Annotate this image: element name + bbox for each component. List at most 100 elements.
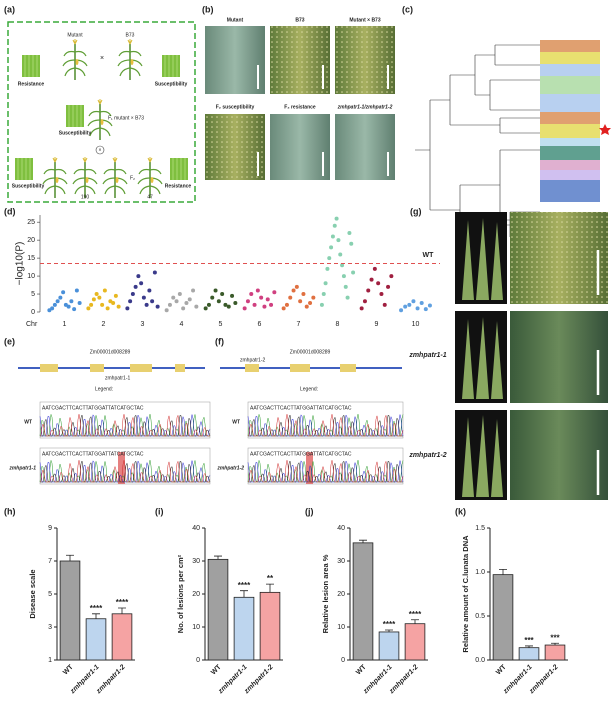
x-tick-label: 8 bbox=[336, 321, 340, 328]
y-tick-label: 10 bbox=[27, 273, 35, 280]
sequence: AATCGACTTCACTTATGGATTATCATGCTAC bbox=[42, 405, 144, 411]
snp-point bbox=[334, 216, 339, 221]
snp-point bbox=[133, 284, 138, 289]
panel-label: (a) bbox=[4, 4, 15, 14]
error-bar bbox=[411, 619, 419, 624]
snp-point bbox=[150, 299, 155, 304]
x-tick-label: WT bbox=[210, 663, 223, 676]
snp-point bbox=[288, 295, 293, 300]
snp-point bbox=[139, 281, 144, 286]
svg-text:×: × bbox=[99, 147, 102, 153]
y-tick-label: 1.5 bbox=[475, 525, 485, 532]
snp-point bbox=[74, 288, 79, 293]
snp-point bbox=[340, 263, 345, 268]
y-tick-label: 20 bbox=[337, 591, 345, 598]
panel-label: (g) bbox=[410, 206, 422, 216]
x-tick-label: 9 bbox=[375, 321, 379, 328]
snp-point bbox=[102, 288, 107, 293]
snp-point bbox=[184, 301, 189, 306]
snp-point bbox=[407, 302, 412, 307]
snp-point bbox=[55, 299, 60, 304]
snp-point bbox=[359, 306, 364, 311]
snp-point bbox=[245, 299, 250, 304]
y-tick-label: 5 bbox=[48, 591, 52, 598]
label: Susceptibility bbox=[59, 130, 92, 136]
panel-label: (c) bbox=[402, 4, 413, 14]
snp-point bbox=[272, 290, 277, 295]
gene-id: Zm00001d008289 bbox=[290, 349, 331, 355]
y-axis-label: −log10(P) bbox=[15, 242, 26, 286]
snp-point bbox=[362, 299, 367, 304]
trace bbox=[39, 414, 211, 437]
snp-point bbox=[366, 288, 371, 293]
snp-point bbox=[389, 274, 394, 279]
count: 47 bbox=[147, 194, 153, 200]
allele: zmhpatr1-2 bbox=[240, 357, 266, 363]
y-tick-label: 1.0 bbox=[475, 569, 485, 576]
snp-point bbox=[311, 295, 316, 300]
snp-point bbox=[213, 288, 218, 293]
allele: zmhpatr1-1 bbox=[105, 375, 131, 381]
trace bbox=[247, 414, 404, 437]
snp-point bbox=[61, 290, 66, 295]
y-tick-label: 0 bbox=[196, 657, 200, 664]
y-tick-label: 0 bbox=[31, 309, 35, 316]
error-bar bbox=[499, 568, 507, 575]
trace bbox=[247, 460, 404, 483]
panel-label: (k) bbox=[455, 506, 466, 516]
snp-point bbox=[372, 266, 377, 271]
error-bar bbox=[525, 645, 533, 648]
significance: ** bbox=[267, 574, 274, 583]
snp-point bbox=[301, 292, 306, 297]
snp-point bbox=[269, 302, 274, 307]
row-label: zmhpatr1-1 bbox=[408, 352, 446, 359]
x-tick-label: 2 bbox=[102, 321, 106, 328]
y-axis-label: Relative amount of C.lunata DNA bbox=[461, 535, 470, 653]
snp-point bbox=[265, 297, 270, 302]
snp-point bbox=[319, 302, 324, 307]
sequence: AATCGACTTCACTTATGGATTATCATGCTAC bbox=[42, 451, 144, 457]
leaf-photos bbox=[455, 212, 608, 500]
snp-point bbox=[341, 274, 346, 279]
y-tick-label: 10 bbox=[337, 624, 345, 631]
label: Susceptibility bbox=[12, 183, 45, 189]
error-bar bbox=[359, 539, 367, 543]
bar bbox=[492, 574, 514, 661]
y-tick-label: 1 bbox=[48, 657, 52, 664]
snp-point bbox=[376, 281, 381, 286]
legend: Legend: bbox=[300, 386, 318, 392]
trace bbox=[248, 460, 403, 483]
snp-point bbox=[343, 284, 348, 289]
x-tick-label: 7 bbox=[297, 321, 301, 328]
y-tick-label: 30 bbox=[192, 558, 200, 565]
snp-point bbox=[100, 302, 105, 307]
label: Mutant bbox=[67, 32, 83, 38]
snp-point bbox=[181, 306, 186, 311]
snp-point bbox=[233, 301, 238, 306]
snp-point bbox=[259, 295, 264, 300]
gene-id: Zm00001d008289 bbox=[90, 349, 131, 355]
significance: **** bbox=[383, 620, 396, 629]
snp-point bbox=[427, 303, 432, 308]
label: F₁ mutant × B73 bbox=[108, 115, 144, 121]
snp-point bbox=[325, 266, 330, 271]
trace bbox=[247, 460, 404, 483]
y-axis-label: Disease scale bbox=[28, 569, 37, 618]
panel-frame bbox=[7, 21, 196, 203]
x-tick-label: 10 bbox=[412, 321, 420, 328]
y-tick-label: 25 bbox=[27, 219, 35, 226]
trace bbox=[247, 414, 404, 437]
error-bar bbox=[551, 642, 559, 646]
y-tick-label: 20 bbox=[27, 237, 35, 244]
snp-point bbox=[291, 288, 296, 293]
x-tick-label: WT bbox=[495, 663, 508, 676]
panel-label: (j) bbox=[305, 506, 314, 516]
snp-point bbox=[187, 297, 192, 302]
label: B73 bbox=[295, 17, 304, 23]
y-tick-label: 30 bbox=[337, 558, 345, 565]
snp-point bbox=[210, 295, 215, 300]
snp-point bbox=[369, 277, 374, 282]
row-label: WT bbox=[24, 419, 32, 425]
panel-label: (i) bbox=[155, 506, 164, 516]
snp-point bbox=[105, 306, 110, 311]
